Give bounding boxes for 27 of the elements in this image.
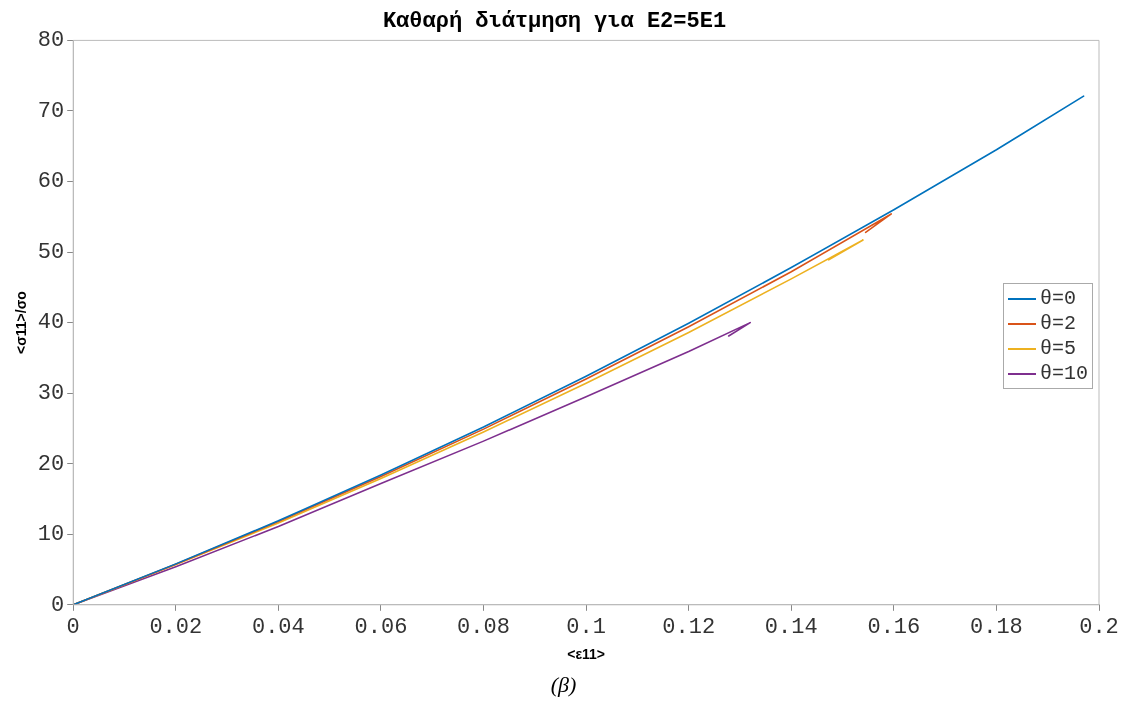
y-tick-label: 70 <box>37 98 65 124</box>
y-tick-label: 50 <box>37 239 65 265</box>
y-tick-label: 80 <box>37 28 65 54</box>
y-tick-label: 0 <box>51 592 65 618</box>
text: (β) <box>549 672 578 698</box>
legend-label: θ=10 <box>1040 362 1089 386</box>
y-tick-label: 20 <box>37 451 65 477</box>
legend-label: θ=5 <box>1040 337 1077 361</box>
y-axis-title: <σ11>/σo <box>13 291 30 354</box>
legend-label: θ=2 <box>1040 312 1077 336</box>
x-tick-label: 0.04 <box>251 614 305 640</box>
y-tick-label: 10 <box>37 522 65 548</box>
y-tick-label: 60 <box>37 169 65 195</box>
x-tick-label: 0.08 <box>457 614 510 640</box>
y-tick-label: 40 <box>37 310 65 336</box>
y-tick-label: 30 <box>37 380 65 406</box>
x-tick-label: 0.2 <box>1079 614 1119 640</box>
x-tick-label: 0.14 <box>764 614 818 640</box>
x-tick-label: 0.02 <box>149 614 203 640</box>
x-tick-label: 0.12 <box>662 614 716 640</box>
x-tick-label: 0.06 <box>354 614 408 640</box>
x-tick-label: 0.1 <box>566 614 606 640</box>
x-tick-label: 0.16 <box>867 614 921 640</box>
legend-label: θ=0 <box>1040 287 1077 311</box>
x-axis-title: <ε11> <box>567 646 605 663</box>
chart-title: Καθαρή διάτμηση για E2=5E1 <box>382 8 727 34</box>
x-tick-label: 0.18 <box>970 614 1023 640</box>
